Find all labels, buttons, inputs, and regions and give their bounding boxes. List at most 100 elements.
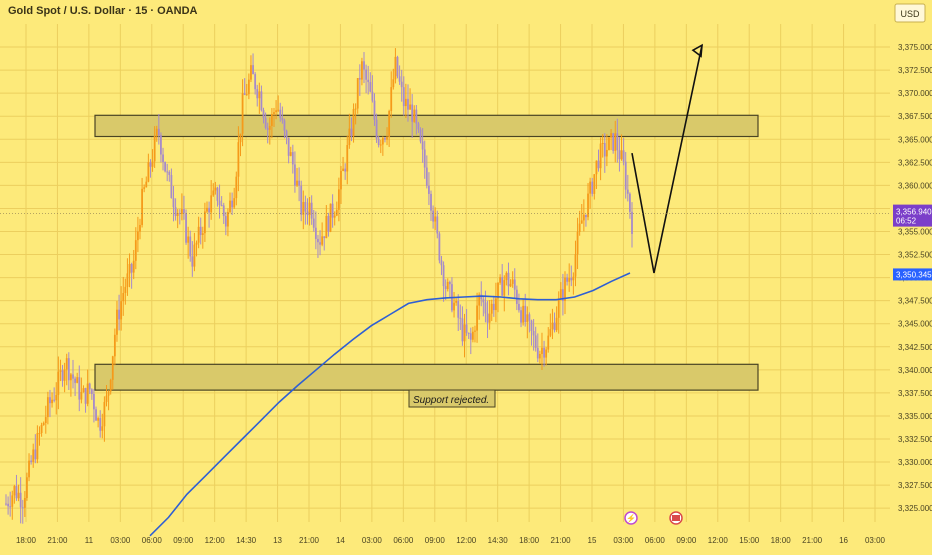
candle-body xyxy=(239,133,242,143)
candle-body xyxy=(564,277,566,301)
candle-body xyxy=(229,200,231,212)
sma-value-tag xyxy=(893,268,932,281)
candle-body xyxy=(404,98,407,107)
candle-body xyxy=(595,160,598,175)
sma xyxy=(149,272,631,537)
candle-body xyxy=(180,209,183,215)
candle-body xyxy=(511,279,514,284)
candle-body xyxy=(465,324,468,333)
candle-body xyxy=(440,260,443,266)
candle-body xyxy=(227,211,229,227)
candle-body xyxy=(183,209,185,213)
candle-body xyxy=(614,133,617,151)
candle-body xyxy=(231,200,234,208)
candle-body xyxy=(325,215,328,239)
candle-body xyxy=(101,426,104,431)
candle-body xyxy=(536,347,539,359)
candle-body xyxy=(78,377,81,400)
candle-body xyxy=(118,309,120,320)
annotation-box xyxy=(408,389,496,408)
candle-body xyxy=(139,224,141,232)
y-tick-label: 3,325.000 xyxy=(898,504,932,513)
candle-body xyxy=(430,193,432,211)
x-tick-label: 09:00 xyxy=(425,536,446,545)
candle-body xyxy=(509,283,512,287)
candle-body xyxy=(116,309,118,335)
candle-body xyxy=(396,56,399,77)
candle-body xyxy=(132,260,135,273)
candle-body xyxy=(38,433,41,435)
candle-body xyxy=(534,335,537,348)
candle-body xyxy=(256,89,259,99)
candle-body xyxy=(444,286,447,290)
candle-body xyxy=(400,81,403,88)
sma-line xyxy=(149,272,631,537)
candle-body xyxy=(331,203,334,218)
candle-body xyxy=(15,486,18,499)
candle-body xyxy=(191,256,194,267)
x-tick-label: 21:00 xyxy=(802,536,823,545)
candle-body xyxy=(270,113,273,126)
candle-body xyxy=(369,82,372,92)
y-tick-label: 3,347.500 xyxy=(898,297,932,306)
candle-body xyxy=(289,152,292,156)
candle-body xyxy=(459,317,462,319)
candle-body xyxy=(247,79,250,95)
candle-body xyxy=(176,212,179,216)
candle-body xyxy=(507,272,510,287)
candle-body xyxy=(302,201,305,215)
currency-button[interactable]: USD xyxy=(894,3,926,23)
candle-body xyxy=(626,189,629,194)
candle-body xyxy=(356,78,359,109)
grid xyxy=(0,24,890,522)
candle-body xyxy=(26,477,28,499)
candle-body xyxy=(411,104,414,122)
candle-body xyxy=(291,152,294,165)
candle-body xyxy=(631,211,633,234)
forecast-line xyxy=(631,45,703,274)
candle-body xyxy=(170,174,173,199)
forecast: Support rejected. xyxy=(408,43,703,408)
y-tick-label: 3,340.000 xyxy=(898,366,932,375)
last-price-value: 3,356.940 xyxy=(896,208,932,217)
candle-body xyxy=(103,401,106,427)
candle-body xyxy=(97,418,100,421)
candle-body xyxy=(513,279,516,290)
candle-body xyxy=(304,201,307,212)
y-tick-label: 3,352.500 xyxy=(898,251,932,260)
candle-body xyxy=(478,294,481,306)
candle-body xyxy=(216,187,219,201)
candle-body xyxy=(582,214,585,221)
candles xyxy=(5,48,633,524)
candle-body xyxy=(484,302,487,314)
candle-body xyxy=(203,211,206,234)
candle-body xyxy=(107,391,110,396)
candle-body xyxy=(298,180,301,186)
currency-label: USD xyxy=(900,9,920,19)
candle-body xyxy=(482,299,485,303)
candle-body xyxy=(149,162,152,167)
candle-body xyxy=(323,236,326,239)
candle-body xyxy=(605,149,608,157)
candle-body xyxy=(95,409,97,421)
candle-body xyxy=(67,358,70,381)
candle-body xyxy=(34,449,37,460)
y-tick-label: 3,345.000 xyxy=(898,320,932,329)
x-tick-label: 03:00 xyxy=(110,536,131,545)
y-tick-label: 3,327.500 xyxy=(898,481,932,490)
candle-body xyxy=(317,238,319,243)
candle-body xyxy=(51,399,53,404)
candle-body xyxy=(141,188,143,225)
candle-body xyxy=(386,136,388,140)
candle-body xyxy=(245,94,248,96)
candle-body xyxy=(545,349,548,358)
candle-body xyxy=(388,111,391,137)
candle-body xyxy=(591,181,594,194)
candle-body xyxy=(151,161,154,167)
y-tick-label: 3,375.000 xyxy=(898,43,932,52)
candle-body xyxy=(252,65,254,75)
candle-body xyxy=(134,240,137,261)
candle-body xyxy=(543,347,545,358)
